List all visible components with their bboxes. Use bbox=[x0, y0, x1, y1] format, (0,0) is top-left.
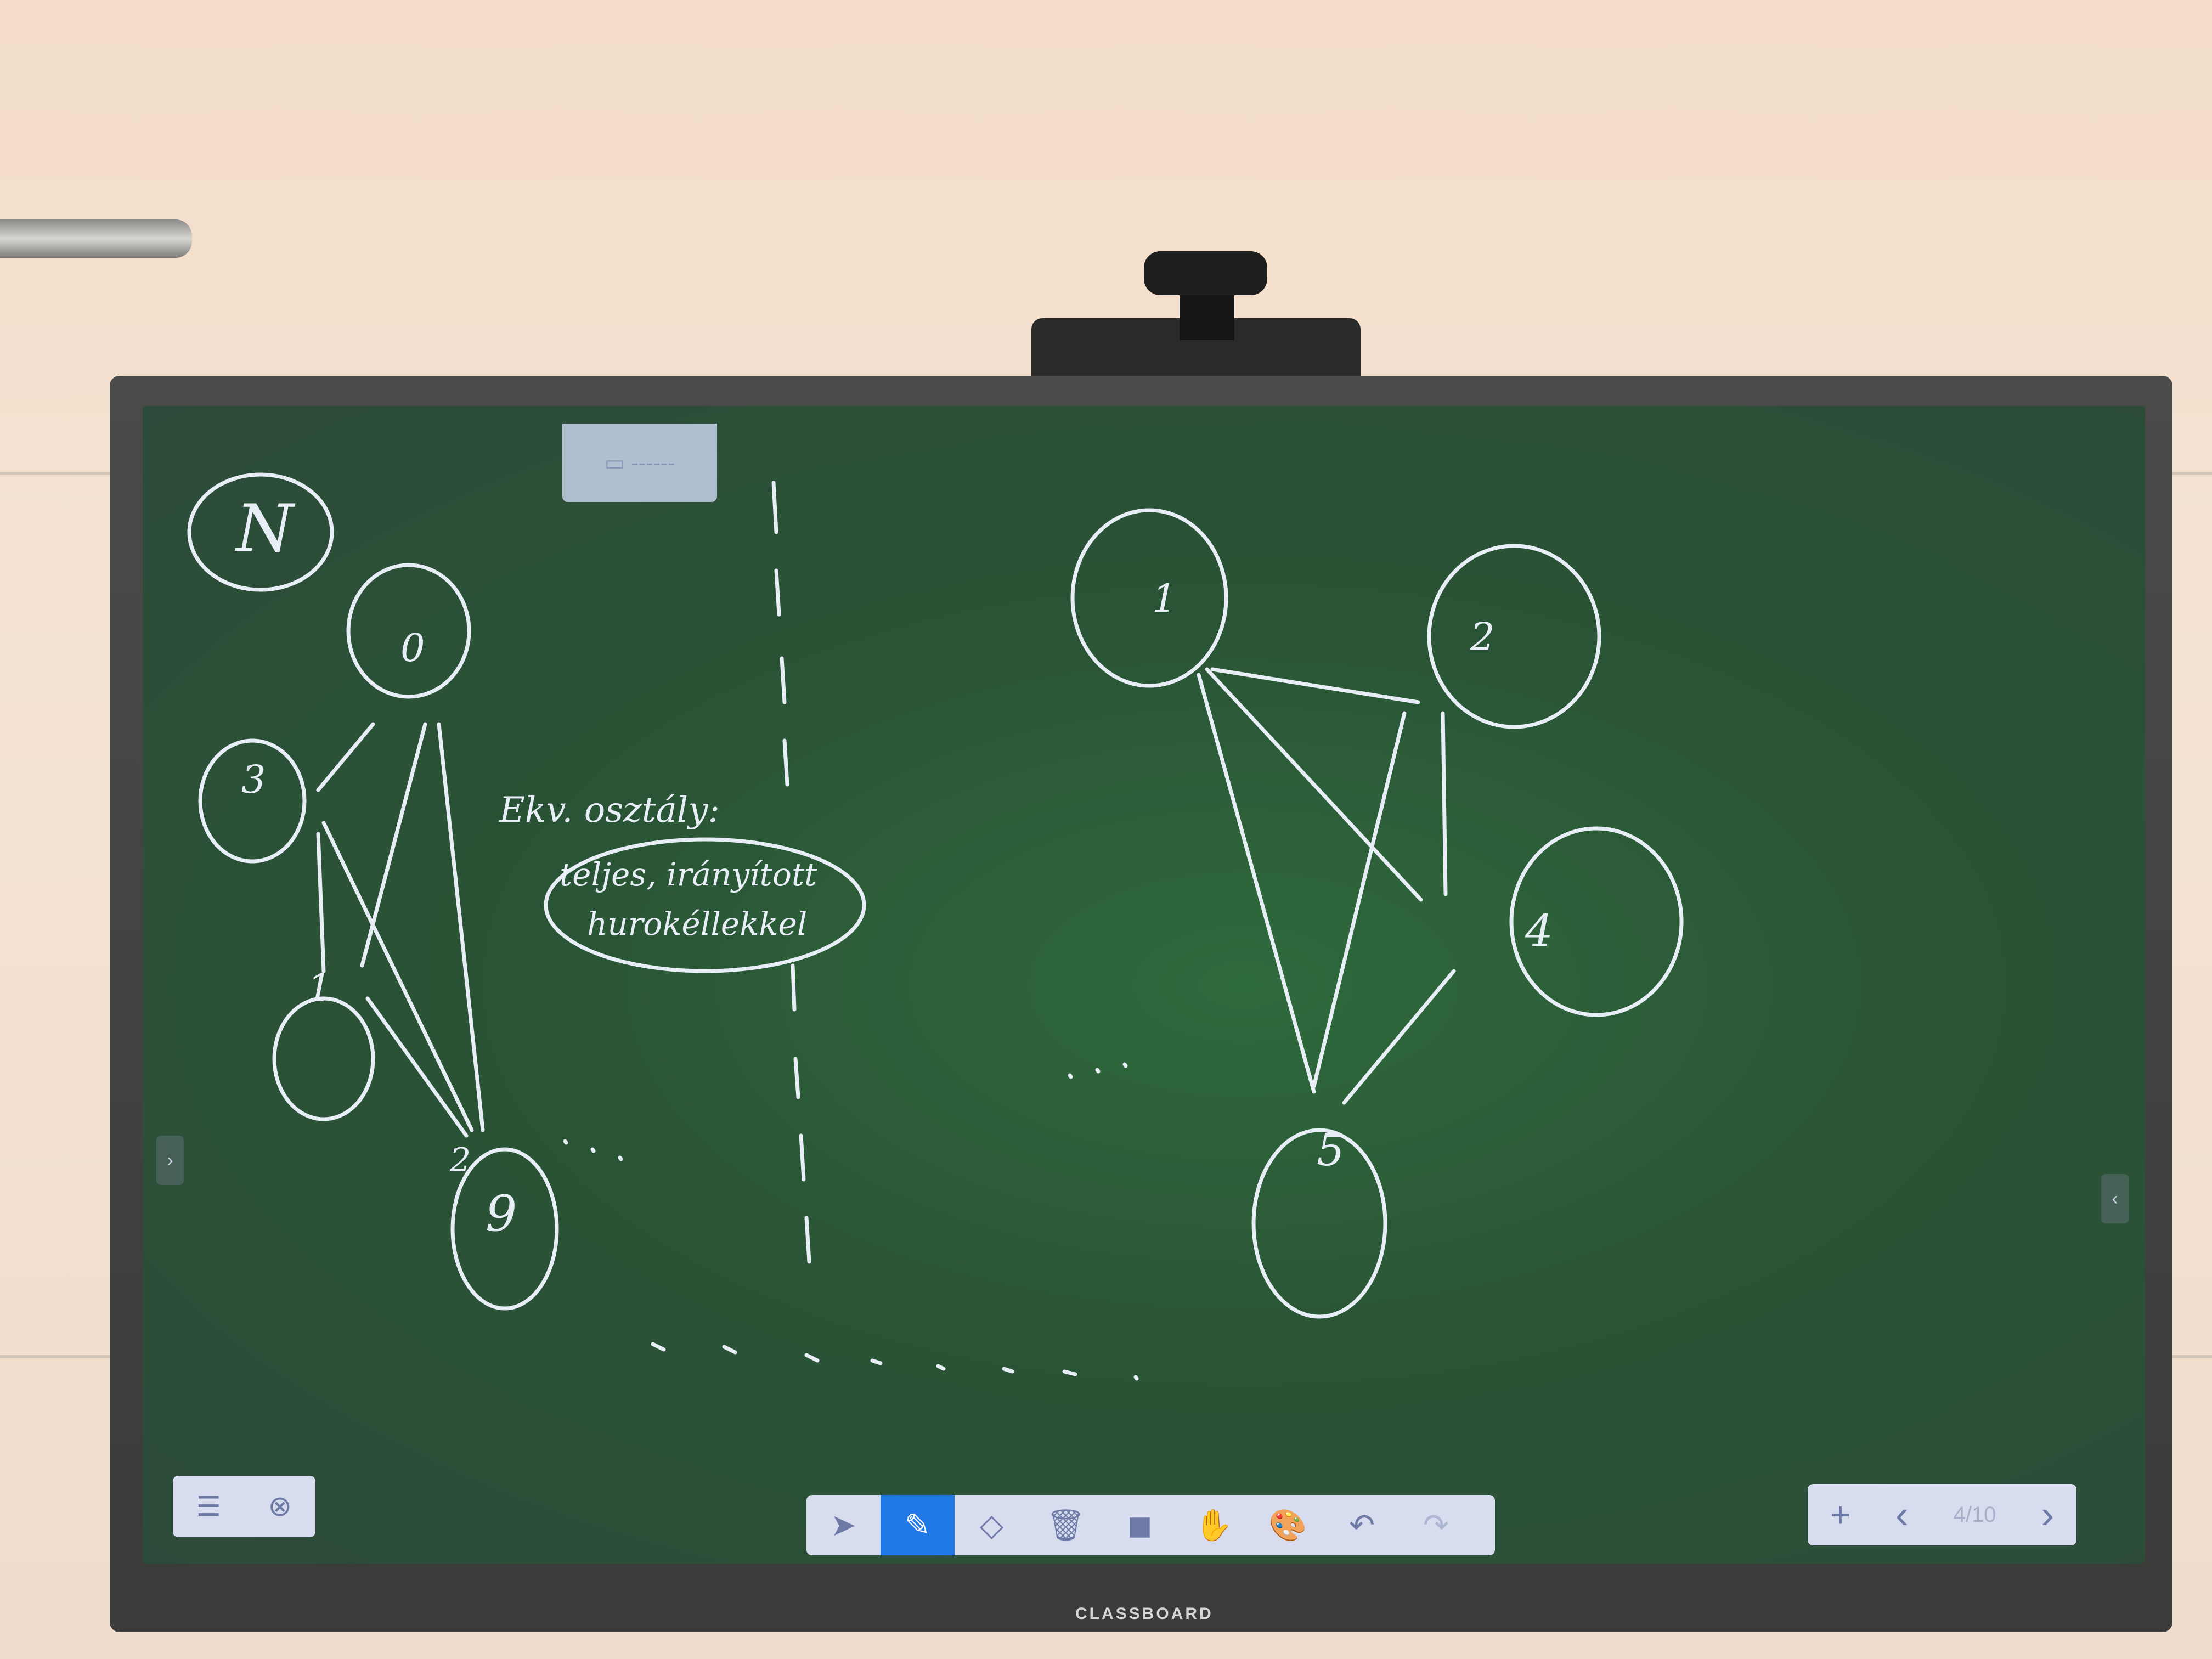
node-r2-label: 2 bbox=[1470, 614, 1495, 659]
next-page-button[interactable]: › bbox=[2041, 1493, 2055, 1537]
note-line-1: Ekv. osztály: bbox=[499, 790, 720, 831]
node-r4-label: 4 bbox=[1525, 905, 1553, 956]
pen-tool[interactable]: ✎ bbox=[881, 1495, 955, 1555]
edge-0-3 bbox=[316, 722, 375, 792]
ellipsis-left bbox=[563, 1139, 623, 1161]
note-ellipse bbox=[544, 837, 866, 973]
loop-node-r5 bbox=[1251, 1128, 1387, 1319]
select-tool[interactable]: ➤ bbox=[806, 1495, 881, 1555]
node-1-label: 1 bbox=[307, 966, 332, 1011]
pen-icon: ✎ bbox=[905, 1508, 930, 1542]
toolbar-right: + ‹ 4/10 › bbox=[1808, 1484, 2076, 1545]
edge-r4-r5 bbox=[1342, 969, 1456, 1105]
toolbar-left: ☰ ⊗ bbox=[173, 1476, 315, 1537]
ellipsis-bottom bbox=[651, 1342, 1139, 1381]
hand-icon: ✋ bbox=[1194, 1508, 1233, 1542]
page-indicator: 4/10 bbox=[1953, 1502, 1996, 1527]
palette-icon: 🎨 bbox=[1268, 1508, 1307, 1542]
shapes-icon: ◼ bbox=[1127, 1508, 1153, 1542]
node-0-label: 0 bbox=[400, 625, 425, 670]
close-icon[interactable]: ⊗ bbox=[268, 1491, 292, 1522]
edge-0-1 bbox=[360, 722, 427, 968]
note-line-3: hurokéllekkel bbox=[587, 905, 808, 943]
webcam bbox=[1144, 251, 1267, 295]
loop-node-3 bbox=[198, 738, 307, 864]
edge-r1-r4 bbox=[1205, 667, 1423, 902]
node-3-label: 3 bbox=[241, 757, 266, 802]
loop-node-0 bbox=[346, 563, 471, 699]
color-tool[interactable]: 🎨 bbox=[1251, 1495, 1325, 1555]
add-page-button[interactable]: + bbox=[1830, 1495, 1851, 1534]
ellipsis-middle bbox=[1068, 1062, 1128, 1079]
edge-3-1 bbox=[316, 832, 326, 973]
prev-page-button[interactable]: ‹ bbox=[1895, 1493, 1909, 1537]
wall-rail bbox=[0, 219, 192, 258]
toolbar-center: ➤ ✎ ◇ 🗑 ◼ ✋ 🎨 ↶ ↷ bbox=[806, 1495, 1495, 1555]
edge-r2-r5 bbox=[1312, 711, 1407, 1088]
node-2-label: 2 bbox=[450, 1141, 471, 1180]
brand-logo: CLASSBOARD bbox=[1075, 1605, 1214, 1623]
edge-3-9 bbox=[321, 821, 474, 1132]
cursor-icon: ➤ bbox=[831, 1508, 856, 1542]
left-panel-tab[interactable]: › bbox=[156, 1136, 184, 1185]
loop-node-r1 bbox=[1070, 508, 1228, 688]
eraser-icon: ◇ bbox=[979, 1508, 1004, 1542]
eraser-tool[interactable]: ◇ bbox=[955, 1495, 1029, 1555]
menu-icon[interactable]: ☰ bbox=[196, 1491, 221, 1522]
shapes-tool[interactable]: ◼ bbox=[1103, 1495, 1177, 1555]
node-r5-label: 5 bbox=[1317, 1125, 1345, 1176]
edge-r1-r5 bbox=[1197, 673, 1316, 1094]
edge-r2-r4 bbox=[1441, 711, 1448, 896]
trash-icon: 🗑 bbox=[1046, 1508, 1086, 1542]
redo-tool[interactable]: ↷ bbox=[1399, 1495, 1473, 1555]
divider-dashes bbox=[771, 481, 811, 1264]
webcam-stem bbox=[1180, 291, 1234, 340]
whiteboard-screen[interactable]: N 0 3 1 2 9 Ekv. osztály: teljes, irányí… bbox=[143, 406, 2145, 1564]
right-panel-tab[interactable]: ‹ bbox=[2101, 1174, 2129, 1223]
loop-node-9 bbox=[450, 1147, 559, 1311]
page-title-chip[interactable]: ▭ ------ bbox=[562, 424, 717, 502]
edge-0-9 bbox=[437, 722, 485, 1132]
note-line-2: teljes, irányított bbox=[560, 856, 817, 893]
edge-1-9 bbox=[365, 996, 469, 1138]
loop-node-r4 bbox=[1509, 826, 1684, 1017]
delete-tool[interactable]: 🗑 bbox=[1029, 1495, 1103, 1555]
node-r1-label: 1 bbox=[1152, 576, 1177, 621]
node-9-label: 9 bbox=[486, 1185, 517, 1243]
edge-r1-r2 bbox=[1210, 667, 1420, 704]
pan-tool[interactable]: ✋ bbox=[1177, 1495, 1251, 1555]
whiteboard-drawing bbox=[187, 472, 1684, 1381]
loop-node-1 bbox=[272, 996, 375, 1121]
label-n: N bbox=[236, 491, 294, 567]
label-circle bbox=[187, 472, 334, 592]
redo-icon: ↷ bbox=[1423, 1508, 1449, 1542]
undo-icon: ↶ bbox=[1349, 1508, 1375, 1542]
loop-node-r2 bbox=[1427, 544, 1601, 729]
undo-tool[interactable]: ↶ bbox=[1325, 1495, 1399, 1555]
page-thumbnail-icon: ▭ ------ bbox=[604, 450, 675, 475]
